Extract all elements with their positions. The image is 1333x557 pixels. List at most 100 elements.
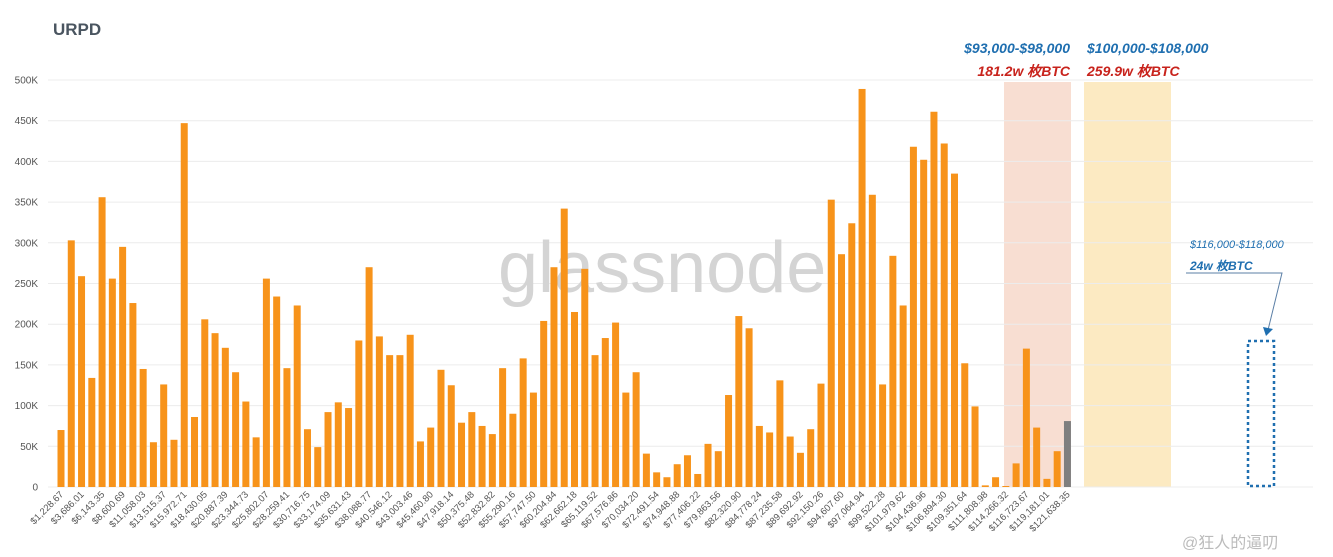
bar xyxy=(714,451,722,487)
bar xyxy=(930,111,938,487)
bar xyxy=(191,416,199,487)
bar xyxy=(755,425,763,487)
bar xyxy=(437,369,445,487)
bar xyxy=(961,363,969,487)
bar xyxy=(273,296,281,487)
y-tick-label: 350K xyxy=(15,198,39,209)
bars xyxy=(57,88,1071,488)
bar xyxy=(416,441,424,487)
bar xyxy=(838,254,846,487)
bar xyxy=(262,278,270,487)
bar xyxy=(653,472,661,487)
zone-93k-98k xyxy=(1004,82,1071,487)
bar xyxy=(776,380,784,487)
zone2-range-label: $100,000-$108,000 xyxy=(1086,40,1209,56)
bar xyxy=(211,333,219,487)
bar xyxy=(632,372,640,487)
y-tick-label: 450K xyxy=(15,116,39,127)
bar xyxy=(57,430,65,487)
bar xyxy=(406,334,414,487)
annotations: $93,000-$98,000 181.2w 枚BTC $100,000-$108,… xyxy=(963,40,1285,488)
bar xyxy=(242,401,250,487)
bar xyxy=(848,223,856,487)
zone-100k-108k xyxy=(1084,82,1171,487)
bar xyxy=(252,437,260,487)
bar xyxy=(67,240,75,487)
bar xyxy=(601,338,609,487)
bar xyxy=(1043,478,1051,487)
y-tick-label: 0 xyxy=(32,483,38,494)
zone1-range-label: $93,000-$98,000 xyxy=(963,40,1070,56)
bar xyxy=(119,246,127,487)
y-tick-label: 200K xyxy=(15,320,39,331)
bar xyxy=(478,425,486,487)
bar xyxy=(98,197,106,487)
y-tick-label: 50K xyxy=(20,442,38,453)
bar xyxy=(345,408,353,487)
y-axis-labels: 0 50K 100K 150K 200K 250K 300K 350K 400K 450K 500K xyxy=(15,76,39,494)
zone2-amount-label: 259.9w 枚BTC xyxy=(1086,63,1180,79)
zone1-amount-label: 181.2w 枚BTC xyxy=(977,63,1070,79)
bar xyxy=(899,305,907,487)
bar xyxy=(920,159,928,487)
bar xyxy=(386,355,394,487)
bar xyxy=(827,199,835,487)
bar xyxy=(88,377,96,487)
zone3-pointer-line xyxy=(1186,272,1283,331)
bar xyxy=(745,328,753,487)
bar xyxy=(447,385,455,487)
bar xyxy=(992,477,1000,487)
bar xyxy=(950,173,958,488)
bar xyxy=(108,278,116,487)
bar xyxy=(1033,427,1041,487)
bar xyxy=(1022,348,1030,487)
grid-lines xyxy=(48,79,1313,488)
bar xyxy=(139,368,147,487)
bar xyxy=(396,355,404,487)
bar xyxy=(879,384,887,487)
bar xyxy=(468,412,476,487)
bar xyxy=(293,305,301,487)
bar xyxy=(1053,451,1061,487)
bar xyxy=(1012,463,1020,487)
bar xyxy=(766,432,774,487)
bar xyxy=(170,439,178,487)
bar xyxy=(540,320,548,487)
watermark: glassnode xyxy=(498,228,826,308)
bar xyxy=(149,442,157,487)
y-tick-label: 300K xyxy=(15,238,39,249)
bar xyxy=(663,477,671,487)
bar xyxy=(622,392,630,487)
y-tick-label: 400K xyxy=(15,157,39,168)
y-tick-label: 100K xyxy=(15,401,39,412)
bar xyxy=(909,146,917,488)
bar xyxy=(796,452,804,487)
bar xyxy=(160,384,168,487)
zone3-dashed-box xyxy=(1246,339,1276,488)
bar xyxy=(704,443,712,487)
bar xyxy=(365,267,373,487)
bar xyxy=(221,347,229,487)
bar xyxy=(642,453,650,487)
bar xyxy=(858,88,866,487)
bar xyxy=(981,485,989,487)
bar xyxy=(673,464,681,487)
zone3-amount-label: 24w 枚BTC xyxy=(1189,259,1253,273)
bar xyxy=(180,123,188,487)
zone3-range-label: $116,000-$118,000 xyxy=(1189,239,1285,251)
bar xyxy=(334,402,342,487)
bar xyxy=(232,372,240,487)
bar xyxy=(971,406,979,487)
bar xyxy=(612,322,620,487)
bar xyxy=(560,208,568,487)
bar xyxy=(201,319,209,487)
x-axis-labels: $1,228.67$3,686.01$6,143.35$8,600.69$11,… xyxy=(28,489,1072,534)
bar xyxy=(519,358,527,487)
source-mark: @狂人的逼叨 xyxy=(1182,534,1278,552)
bar xyxy=(499,368,507,487)
bar xyxy=(1002,486,1010,487)
bar xyxy=(375,336,383,487)
bar xyxy=(283,368,291,487)
chart-title: URPD xyxy=(53,20,102,39)
bar xyxy=(725,395,733,487)
